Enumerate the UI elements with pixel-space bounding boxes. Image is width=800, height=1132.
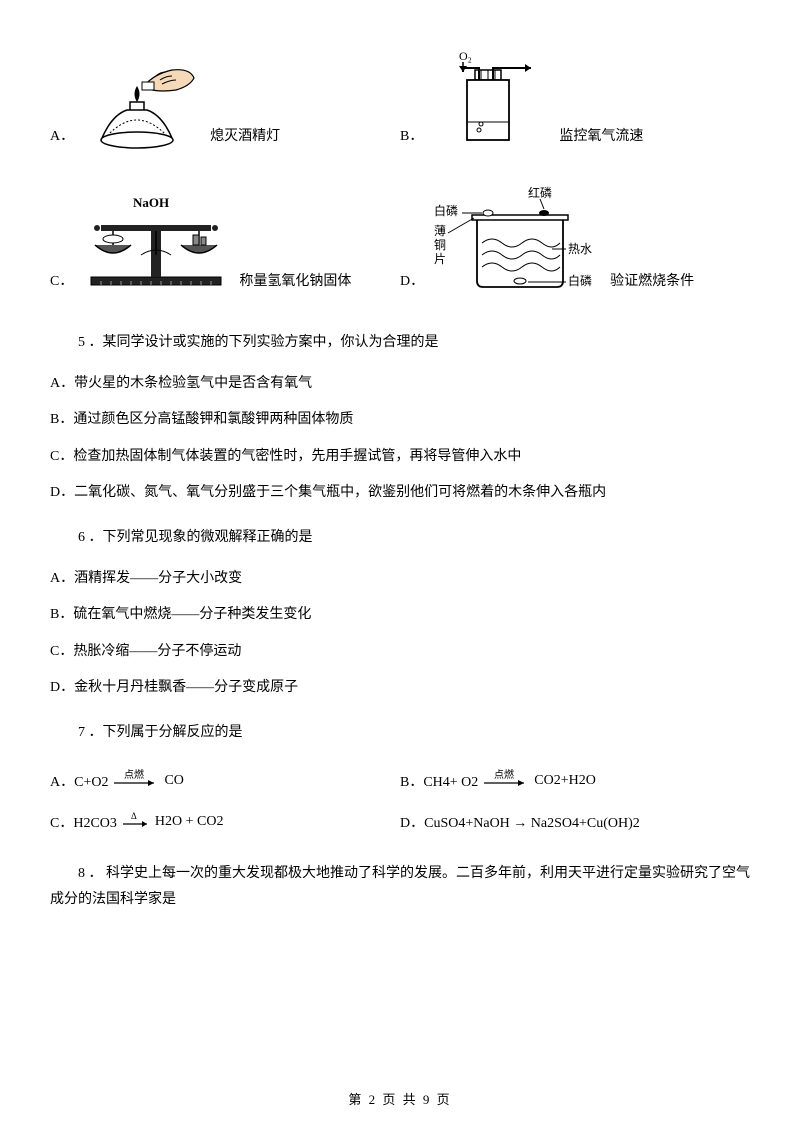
q6-d: D．金秋十月丹桂飘香——分子变成原子 bbox=[50, 675, 750, 702]
q7-d-text: D．CuSO4+NaOH → Na2SO4+Cu(OH)2 bbox=[400, 812, 640, 832]
q4-cell-a: A． 熄灭酒精灯 bbox=[50, 60, 400, 155]
q4-d-label: D． bbox=[400, 270, 424, 300]
white-p-label: 白磷 bbox=[434, 203, 458, 218]
naoh-label: NaOH bbox=[133, 195, 169, 210]
q4-row-cd: C． NaOH bbox=[50, 185, 750, 300]
q4-c-text: 称量氢氧化钠固体 bbox=[239, 270, 351, 300]
q6-a: A．酒精挥发——分子大小改变 bbox=[50, 566, 750, 593]
q7-c-pre: C．H2CO3 bbox=[50, 812, 117, 832]
svg-text:Δ: Δ bbox=[131, 811, 137, 821]
q8-stem: 8 ． 科学史上每一次的重大发现都极大地推动了科学的发展。二百多年前，利用天平进… bbox=[50, 861, 750, 914]
combustion-setup-icon: 红磷 白磷 薄 铜 片 热水 白磷 bbox=[432, 185, 602, 300]
q7-a: A．C+O2 点燃 CO bbox=[50, 769, 400, 794]
q4-c-label: C． bbox=[50, 270, 73, 300]
q5-b: B．通过颜色区分高锰酸钾和氯酸钾两种固体物质 bbox=[50, 407, 750, 434]
q7-b-post: CO2+H2O bbox=[534, 773, 596, 789]
q4-a-label: A． bbox=[50, 125, 74, 155]
q7-options: A．C+O2 点燃 CO B．CH4+ O2 点燃 CO2+H2O C．H2CO… bbox=[50, 761, 750, 843]
q7-b: B．CH4+ O2 点燃 CO2+H2O bbox=[400, 769, 750, 794]
q4-row-ab: A． 熄灭酒精灯 B． O₂ bbox=[50, 50, 750, 155]
q6-b: B．硫在氧气中燃烧——分子种类发生变化 bbox=[50, 602, 750, 629]
hotwater-label: 热水 bbox=[568, 242, 592, 256]
red-p-label: 红磷 bbox=[528, 185, 552, 200]
gas-bottle-icon: O₂ bbox=[431, 50, 551, 155]
q7-d: D．CuSO4+NaOH → Na2SO4+Cu(OH)2 bbox=[400, 810, 750, 835]
q7-c-post: H2O + CO2 bbox=[155, 814, 224, 830]
q7-b-pre: B．CH4+ O2 bbox=[400, 771, 478, 791]
copper-label-2: 铜 bbox=[434, 237, 446, 252]
q4-b-text: 监控氧气流速 bbox=[559, 125, 643, 155]
q5-stem: 5 ．某同学设计或实施的下列实验方案中，你认为合理的是 bbox=[50, 330, 750, 357]
q5-c: C．检查加热固体制气体装置的气密性时，先用手握试管，再将导管伸入水中 bbox=[50, 444, 750, 471]
alcohol-lamp-icon bbox=[82, 60, 202, 155]
reaction-arrow-icon: Δ bbox=[121, 810, 151, 835]
reaction-arrow-icon: 点燃 bbox=[482, 769, 530, 794]
q4-d-text: 验证燃烧条件 bbox=[610, 270, 694, 300]
q7-a-post: CO bbox=[164, 773, 183, 789]
q7-c: C．H2CO3 Δ H2O + CO2 bbox=[50, 810, 400, 835]
q7-stem: 7 ．下列属于分解反应的是 bbox=[50, 720, 750, 747]
reaction-arrow-icon: 点燃 bbox=[112, 769, 160, 794]
q5-d: D．二氧化碳、氮气、氧气分别盛于三个集气瓶中，欲鉴别他们可将燃着的木条伸入各瓶内 bbox=[50, 480, 750, 507]
q4-a-text: 熄灭酒精灯 bbox=[210, 125, 280, 155]
copper-label-1: 薄 bbox=[434, 223, 446, 238]
q7-a-pre: A．C+O2 bbox=[50, 771, 108, 791]
q6-c: C．热胀冷缩——分子不停运动 bbox=[50, 639, 750, 666]
q4-cell-b: B． O₂ bbox=[400, 50, 750, 155]
o2-label: O₂ bbox=[459, 50, 472, 63]
svg-text:点燃: 点燃 bbox=[494, 769, 514, 781]
q4-cell-d: D． 红磷 白磷 bbox=[400, 185, 750, 300]
svg-text:点燃: 点燃 bbox=[124, 769, 144, 781]
balance-icon: NaOH bbox=[81, 195, 231, 300]
q4-cell-c: C． NaOH bbox=[50, 195, 400, 300]
q5-a: A．带火星的木条检验氢气中是否含有氧气 bbox=[50, 371, 750, 398]
q6-stem: 6 ．下列常见现象的微观解释正确的是 bbox=[50, 525, 750, 552]
copper-label-3: 片 bbox=[434, 252, 446, 266]
q4-b-label: B． bbox=[400, 125, 423, 155]
page-footer: 第 2 页 共 9 页 bbox=[0, 1089, 800, 1108]
white-p2-label: 白磷 bbox=[568, 273, 592, 288]
